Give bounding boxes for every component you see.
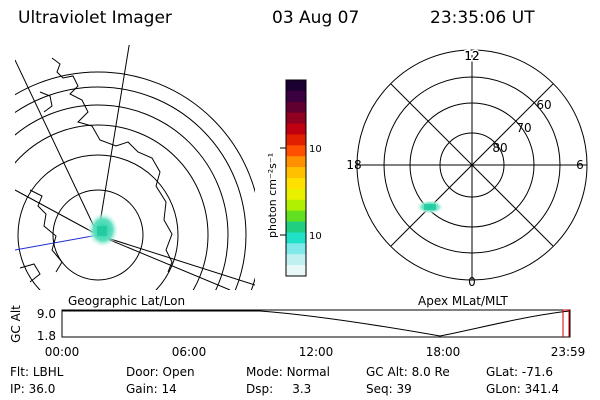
altitude-plot-frame — [61, 309, 571, 338]
mlt-label-0: 0 — [468, 275, 476, 289]
colorbar-band — [286, 178, 306, 190]
colorbar-band — [286, 221, 306, 233]
instrument-title: Ultraviolet Imager — [18, 8, 172, 28]
mlt-label-6: 6 — [576, 158, 584, 172]
info-door: Door: Open — [126, 365, 195, 379]
info-ip: IP: 36.0 — [10, 382, 56, 396]
info-dsp: Dsp: 3.3 — [246, 382, 312, 396]
colorbar-tick-100: 100 — [309, 144, 322, 155]
info-mode: Mode: Normal — [246, 365, 330, 379]
colorbar-band — [286, 123, 306, 135]
magnetic-caption: Apex MLat/MLT — [418, 294, 508, 308]
colorbar-band — [286, 156, 306, 168]
colorbar-band — [286, 167, 306, 179]
time-tick-1200: 12:00 — [299, 345, 334, 359]
colorbar-band — [286, 188, 306, 201]
colorbar-band — [286, 90, 306, 103]
altitude-plot: 9.0 1.8 GC Alt 00:00 06:00 12:00 18:00 2… — [9, 305, 586, 359]
time-tick-0600: 06:00 — [172, 345, 207, 359]
altitude-curve — [62, 310, 571, 337]
info-flt: Flt: LBHL — [10, 365, 64, 379]
time-label: 23:35:06 UT — [430, 8, 535, 28]
mlat-label-70: 70 — [516, 121, 531, 135]
time-tick-2359: 23:59 — [551, 345, 586, 359]
colorbar-tick-10: 10 — [309, 231, 322, 242]
alt-ylabel: GC Alt — [9, 305, 23, 343]
alt-tick-9: 9.0 — [37, 307, 56, 321]
colorbar-band — [286, 80, 306, 92]
colorbar-band — [286, 199, 306, 212]
info-glat: GLat: -71.6 — [486, 365, 553, 379]
mlat-label-80: 80 — [492, 141, 507, 155]
colorbar-band — [286, 232, 306, 244]
colorbar: 100 10 photon cm⁻²s⁻¹ — [266, 79, 322, 277]
colorbar-band — [286, 134, 306, 146]
info-glon: GLon: 341.4 — [486, 382, 559, 396]
svg-text:12: 12 — [464, 49, 479, 63]
mlat-label-60: 60 — [536, 98, 551, 112]
geographic-map — [15, 45, 255, 290]
colorbar-unit-label: photon cm⁻²s⁻¹ — [266, 153, 279, 238]
colorbar-band — [286, 243, 306, 255]
time-tick-0000: 00:00 — [45, 345, 80, 359]
colorbar-band — [286, 210, 306, 223]
colorbar-band — [286, 145, 306, 157]
mlt-label-12: 12 — [464, 49, 479, 63]
colorbar-band — [286, 101, 306, 114]
colorbar-band — [286, 112, 306, 125]
colorbar-band — [286, 254, 306, 266]
info-seq: Seq: 39 — [366, 382, 412, 396]
geographic-caption: Geographic Lat/Lon — [68, 294, 186, 308]
colorbar-band — [286, 265, 306, 277]
mlt-label-18: 18 — [346, 158, 361, 172]
alt-tick-1-8: 1.8 — [37, 329, 56, 343]
info-gc-alt: GC Alt: 8.0 Re — [366, 365, 450, 379]
date-label: 03 Aug 07 — [272, 8, 360, 28]
time-tick-1800: 18:00 — [426, 345, 461, 359]
magnetic-map: 12 12 6 0 18 60 70 80 — [346, 48, 588, 289]
info-gain: Gain: 14 — [126, 382, 177, 396]
